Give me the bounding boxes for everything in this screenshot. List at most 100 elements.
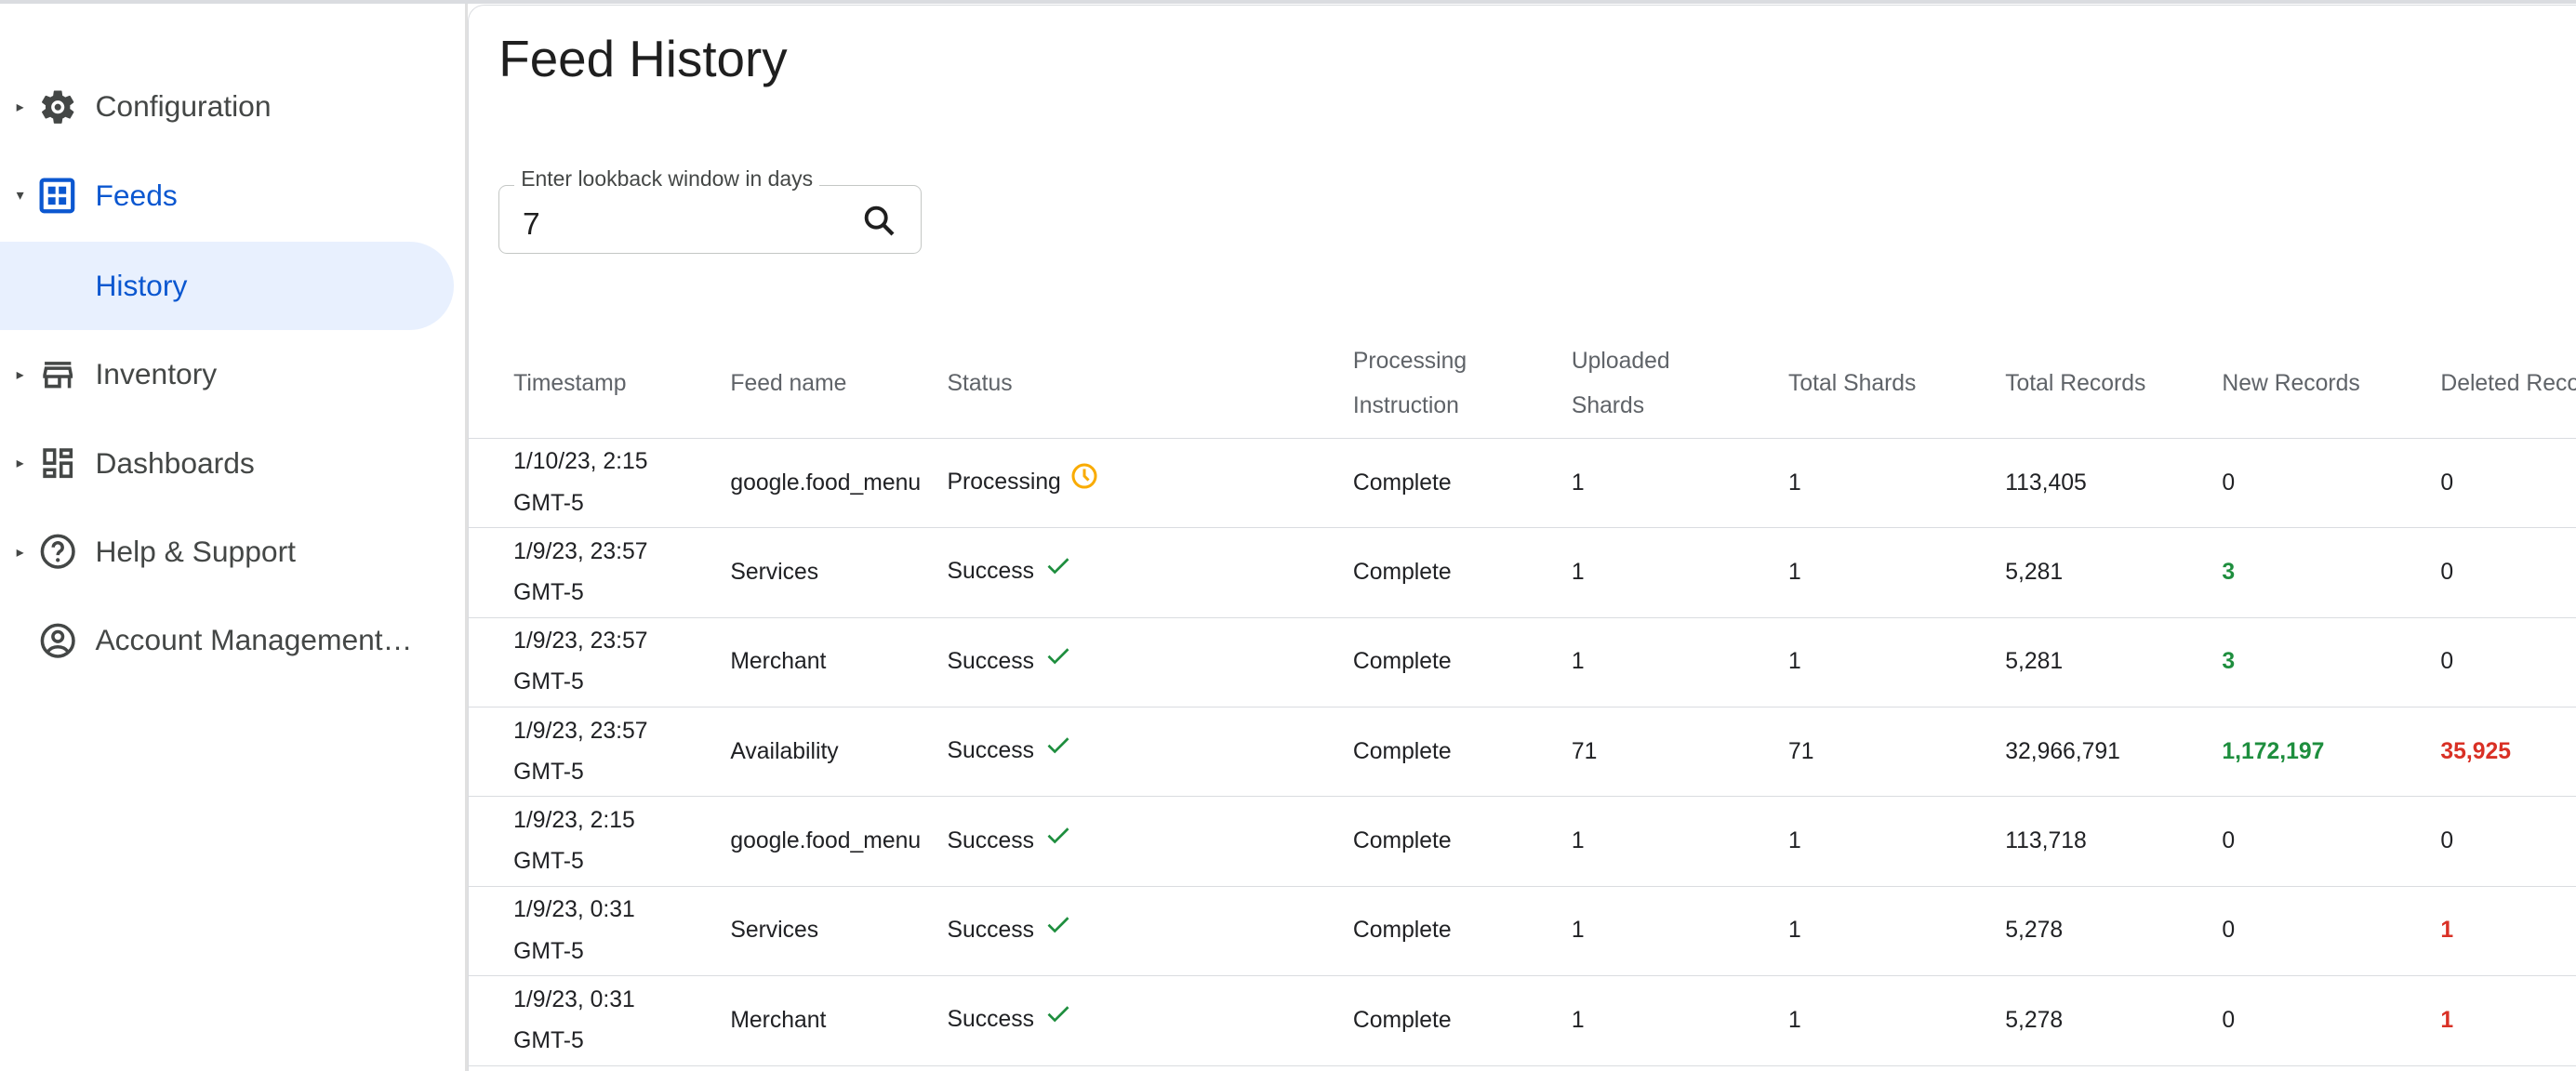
cell-total-shards: 1 <box>1744 886 1961 977</box>
sidebar-item-label: History <box>95 268 188 302</box>
cell-uploaded-shards: 1 <box>1527 527 1745 618</box>
table-row[interactable]: 1/9/23, 23:57 GMT-5 Services Success Comple… <box>469 527 2576 618</box>
cell-new-records: 0 <box>2177 975 2397 1066</box>
sidebar-item-label: Account Management… <box>95 623 413 657</box>
check-icon <box>1044 999 1072 1041</box>
cell-feed-name: Merchant <box>685 617 903 708</box>
cell-timestamp: 1/9/23, 23:57 GMT-5 <box>469 617 686 708</box>
cell-status: Success <box>902 707 1309 798</box>
cell-total-records: 5,281 <box>1960 527 2178 618</box>
sidebar-item-inventory[interactable]: ▸ Inventory <box>0 330 454 418</box>
cell-uploaded-shards: 1 <box>1527 886 1745 977</box>
cell-timestamp: 1/9/23, 23:57 GMT-5 <box>469 527 686 618</box>
cell-processing-instruction: Complete <box>1308 796 1528 887</box>
cell-status: Success <box>902 886 1309 977</box>
cell-uploaded-shards: 71 <box>1527 707 1745 798</box>
sidebar-item-feeds[interactable]: ▾ Feeds <box>0 152 454 240</box>
grid-icon <box>38 176 77 215</box>
sidebar-item-history[interactable]: History <box>0 241 454 331</box>
table-row[interactable]: 1/9/23, 2:15 GMT-5 google.food_menu Succes… <box>469 796 2576 887</box>
cell-status: Processing <box>902 438 1309 529</box>
clock-icon <box>1070 462 1098 504</box>
lookback-field[interactable]: Enter lookback window in days <box>498 165 922 255</box>
check-icon <box>1044 910 1072 952</box>
column-header-processing-instruction[interactable]: Processing Instruction <box>1308 329 1528 439</box>
cell-deleted-records: 0 <box>2396 438 2576 529</box>
cell-total-shards: 1 <box>1744 796 1961 887</box>
check-icon <box>1044 821 1072 863</box>
cell-total-records: 113,718 <box>1960 796 2178 887</box>
feed-history-table: Timestamp Feed name Status Processing Instr… <box>469 329 2576 1066</box>
table-row[interactable]: 1/9/23, 23:57 GMT-5 Availability Success Co… <box>469 707 2576 798</box>
column-header-status[interactable]: Status <box>902 329 1309 439</box>
sidebar-item-label: Help & Support <box>95 535 296 569</box>
cell-deleted-records: 0 <box>2396 617 2576 708</box>
table-row[interactable]: 1/9/23, 23:57 GMT-5 Merchant Success Comple… <box>469 617 2576 708</box>
column-header-total-records[interactable]: Total Records <box>1960 329 2178 439</box>
status-text: Processing <box>947 469 1061 496</box>
sidebar-item-label: Dashboards <box>95 445 255 480</box>
main-panel: Feed History Enter lookback window in da… <box>468 5 2576 1071</box>
cell-deleted-records: 0 <box>2396 796 2576 887</box>
cell-total-shards: 1 <box>1744 527 1961 618</box>
column-header-deleted-records[interactable]: Deleted Reco <box>2396 329 2576 439</box>
column-header-timestamp[interactable]: Timestamp <box>469 329 686 439</box>
cell-processing-instruction: Complete <box>1308 707 1528 798</box>
cell-deleted-records: 1 <box>2396 886 2576 977</box>
cell-total-shards: 1 <box>1744 617 1961 708</box>
sidebar: ▸ Configuration ▾ Feeds History ▸ Invent… <box>0 3 468 1071</box>
cell-status: Success <box>902 527 1309 618</box>
status-text: Success <box>947 559 1034 585</box>
status-text: Success <box>947 918 1034 944</box>
cell-new-records: 0 <box>2177 886 2397 977</box>
sidebar-item-help-support[interactable]: ▸ Help & Support <box>0 508 454 596</box>
cell-new-records: 3 <box>2177 617 2397 708</box>
cell-total-shards: 71 <box>1744 707 1961 798</box>
cell-feed-name: google.food_menu <box>685 438 921 529</box>
cell-deleted-records: 35,925 <box>2396 707 2576 798</box>
caret-right-icon: ▸ <box>16 544 24 561</box>
cell-feed-name: Services <box>685 527 903 618</box>
check-icon <box>1044 731 1072 773</box>
sidebar-item-label: Configuration <box>95 89 272 124</box>
cell-new-records: 3 <box>2177 527 2397 618</box>
sidebar-item-dashboards[interactable]: ▸ Dashboards <box>0 418 454 507</box>
cell-processing-instruction: Complete <box>1308 527 1528 618</box>
cell-status: Success <box>902 796 1309 887</box>
column-header-total-shards[interactable]: Total Shards <box>1744 329 1961 439</box>
table-header-row: Timestamp Feed name Status Processing Instr… <box>469 329 2576 439</box>
sidebar-item-label: Inventory <box>95 357 218 391</box>
cell-total-records: 5,278 <box>1960 886 2178 977</box>
cell-timestamp: 1/10/23, 2:15 GMT-5 <box>469 438 686 529</box>
cell-total-shards: 1 <box>1744 438 1961 529</box>
cell-total-records: 5,278 <box>1960 975 2178 1066</box>
sidebar-item-configuration[interactable]: ▸ Configuration <box>0 62 454 151</box>
cell-total-shards: 1 <box>1744 975 1961 1066</box>
search-icon[interactable] <box>861 203 897 245</box>
cell-total-records: 5,281 <box>1960 617 2178 708</box>
sidebar-item-label: Feeds <box>95 178 178 212</box>
cell-timestamp: 1/9/23, 23:57 GMT-5 <box>469 707 686 798</box>
cell-uploaded-shards: 1 <box>1527 617 1745 708</box>
table-row[interactable]: 1/10/23, 2:15 GMT-5 google.food_menu Proce… <box>469 438 2576 529</box>
sidebar-item-account-management[interactable]: Account Management… <box>0 596 454 684</box>
column-header-new-records[interactable]: New Records <box>2177 329 2397 439</box>
cell-feed-name: Availability <box>685 707 903 798</box>
lookback-input[interactable] <box>519 205 822 245</box>
check-icon <box>1044 641 1072 683</box>
caret-down-icon: ▾ <box>16 188 24 205</box>
cell-processing-instruction: Complete <box>1308 438 1528 529</box>
cell-new-records: 0 <box>2177 796 2397 887</box>
table-row[interactable]: 1/9/23, 0:31 GMT-5 Services Success Complet… <box>469 886 2576 977</box>
caret-right-icon: ▸ <box>16 99 24 115</box>
cell-feed-name: Services <box>685 886 903 977</box>
status-text: Success <box>947 738 1034 764</box>
column-header-feed-name[interactable]: Feed name <box>685 329 903 439</box>
cell-status: Success <box>902 617 1309 708</box>
status-text: Success <box>947 648 1034 674</box>
column-header-uploaded-shards[interactable]: Uploaded Shards <box>1527 329 1745 439</box>
cell-total-records: 32,966,791 <box>1960 707 2178 798</box>
table-row[interactable]: 1/9/23, 0:31 GMT-5 Merchant Success Complet… <box>469 975 2576 1066</box>
cell-timestamp: 1/9/23, 0:31 GMT-5 <box>469 975 686 1066</box>
cell-timestamp: 1/9/23, 0:31 GMT-5 <box>469 886 686 977</box>
